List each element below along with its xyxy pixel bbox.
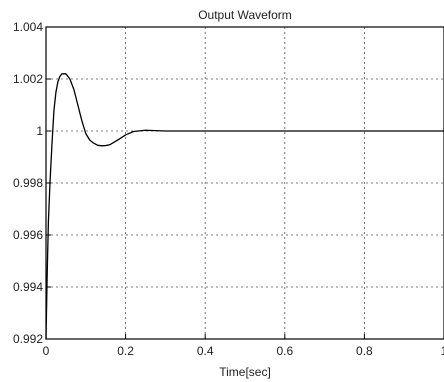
y-tick-label: 1.004 (13, 20, 43, 34)
y-tick-label: 0.998 (13, 176, 43, 190)
x-tick-label: 1 (441, 344, 444, 358)
x-axis-ticks: 0 0.2 0.4 0.6 0.8 1 (43, 334, 444, 358)
x-tick-label: 0.6 (276, 344, 293, 358)
x-axis-label: Time[sec] (219, 365, 271, 379)
x-tick-label: 0.4 (197, 344, 214, 358)
series-layer (45, 73, 444, 340)
grid (46, 27, 444, 339)
x-tick-label: 0.2 (117, 344, 134, 358)
y-tick-label: 1.002 (13, 72, 43, 86)
y-tick-label: 0.994 (13, 280, 43, 294)
x-tick-label: 0.8 (356, 344, 373, 358)
y-tick-label: 0.992 (13, 332, 43, 346)
series-line (45, 73, 444, 340)
y-tick-label: 0.996 (13, 228, 43, 242)
y-tick-label: 1 (36, 124, 43, 138)
plot-frame (45, 26, 444, 340)
chart-title: Output Waveform (198, 8, 292, 22)
x-tick-label: 0 (43, 344, 50, 358)
y-axis-ticks: 0.992 0.994 0.996 0.998 1 1.002 1.004 (13, 20, 51, 346)
